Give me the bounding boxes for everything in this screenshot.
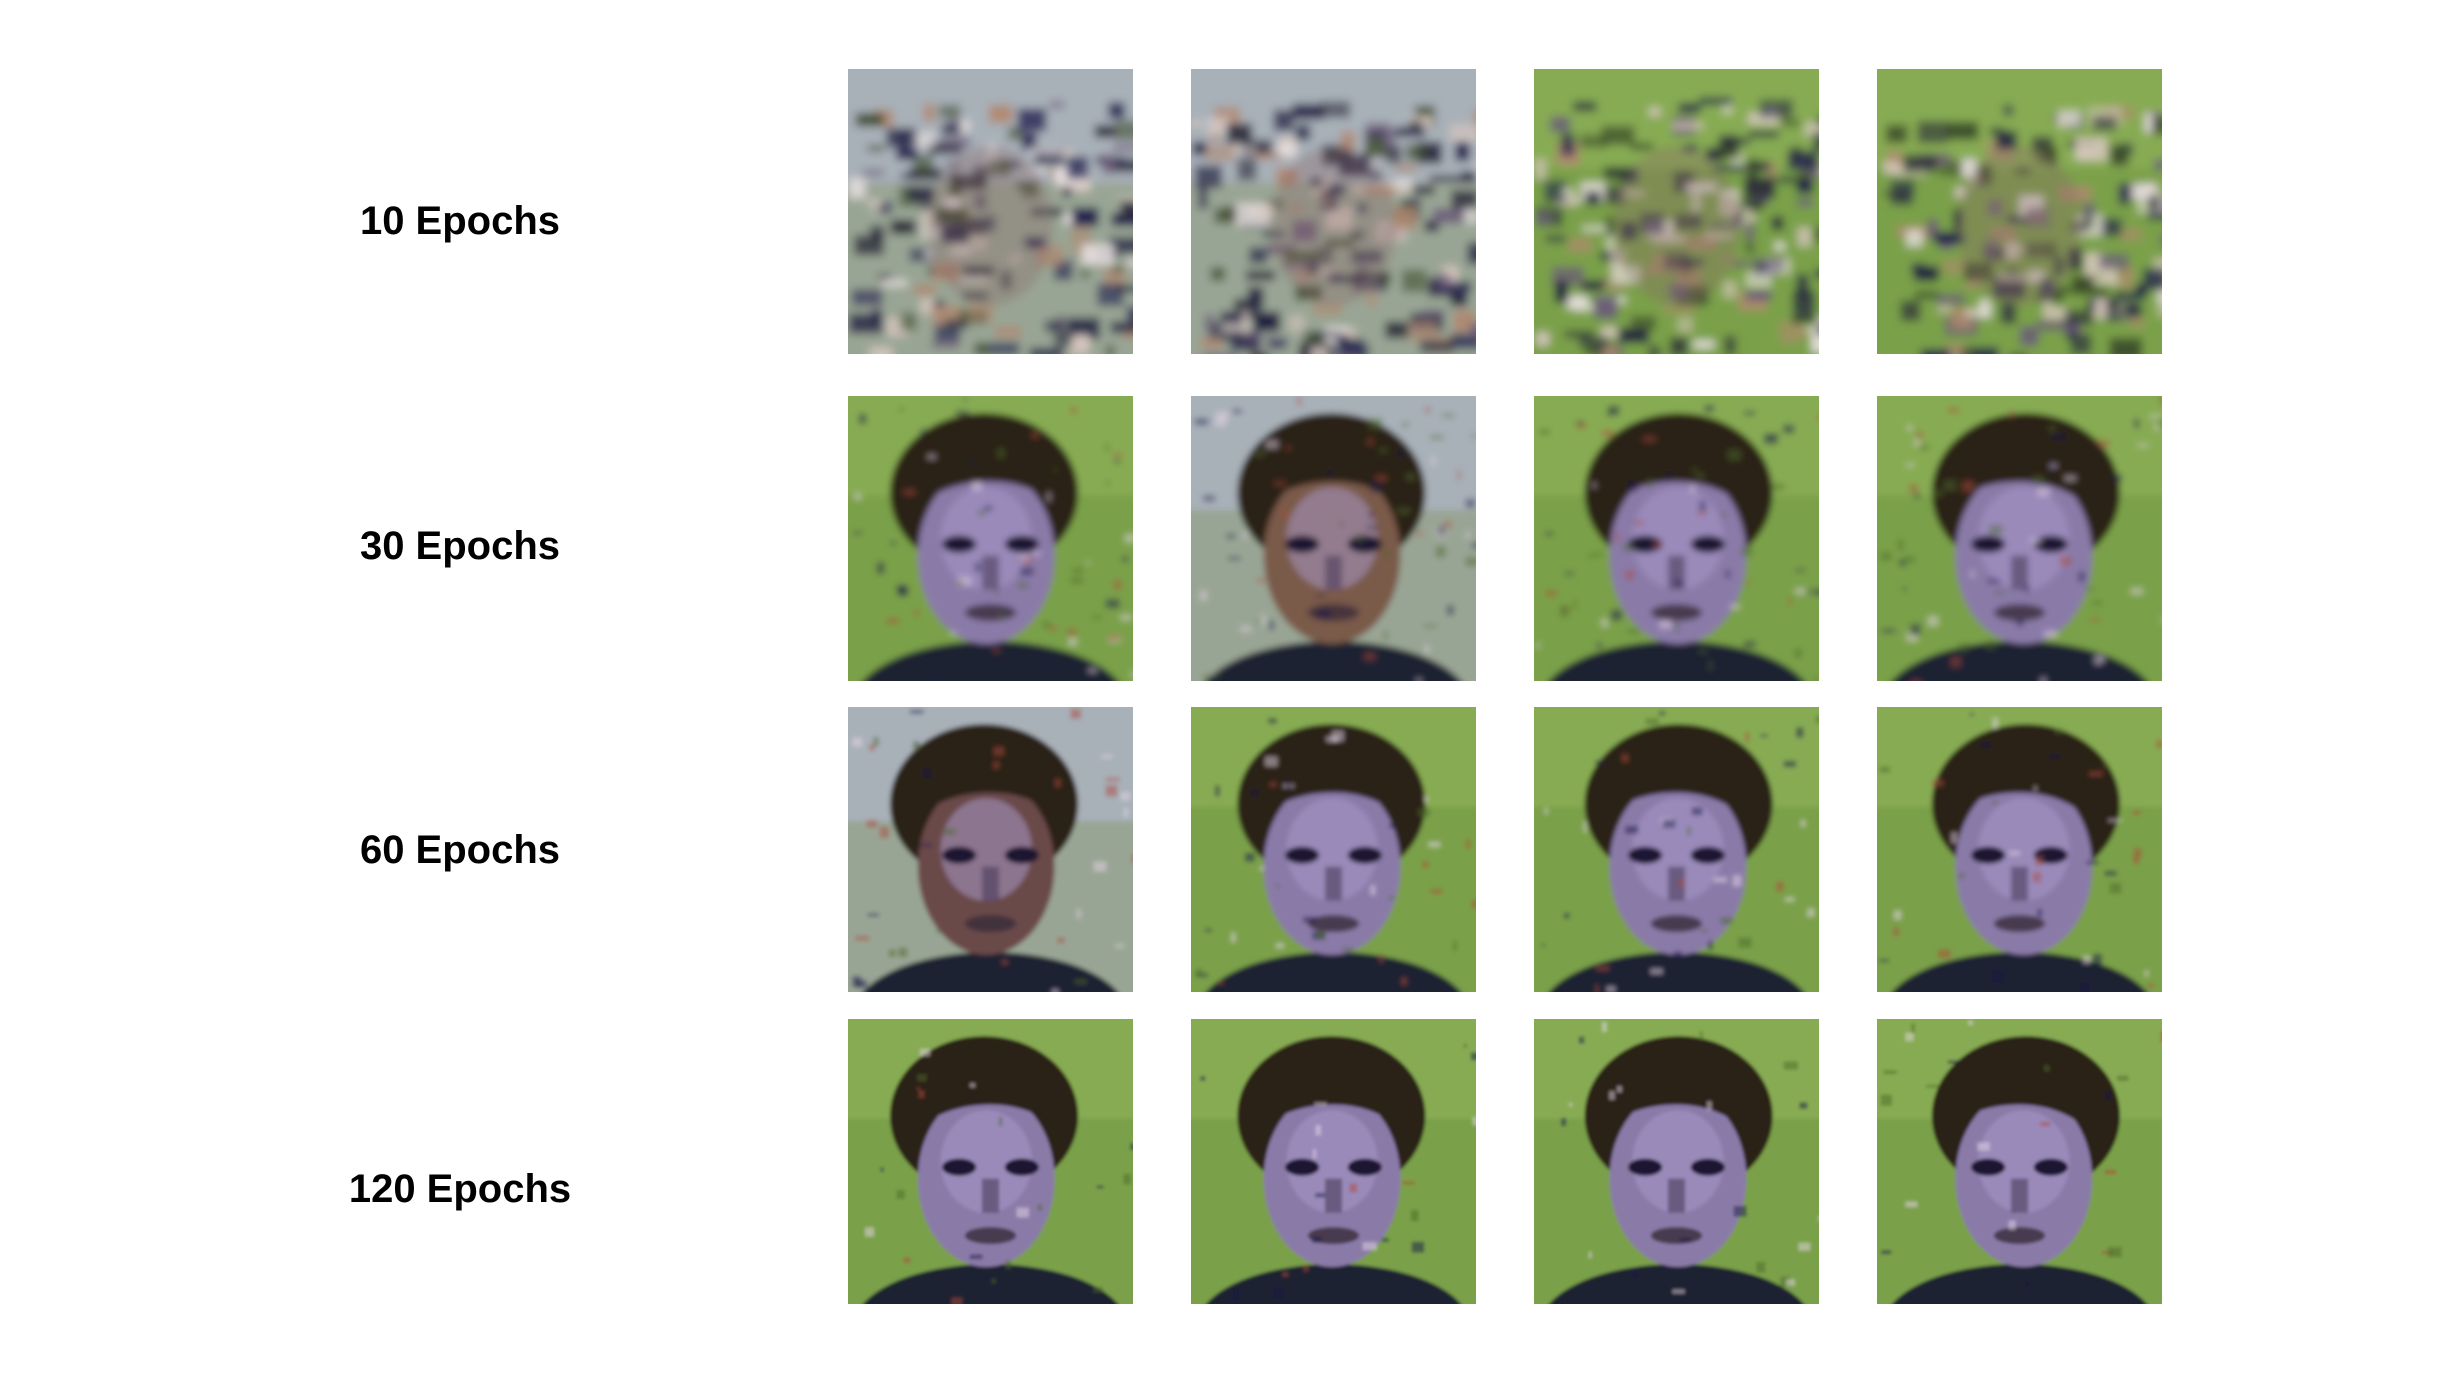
row-label-120-epochs: 120 Epochs bbox=[348, 1167, 572, 1211]
generated-face-image bbox=[1877, 396, 2162, 681]
generated-face-image bbox=[848, 707, 1133, 992]
generated-face-image bbox=[848, 1019, 1133, 1304]
row-label-10-epochs: 10 Epochs bbox=[359, 199, 561, 243]
generated-face-image bbox=[1191, 707, 1476, 992]
generated-face-image bbox=[848, 69, 1133, 354]
generated-face-image bbox=[1534, 69, 1819, 354]
generated-face-image bbox=[1877, 69, 2162, 354]
generated-face-image bbox=[1191, 69, 1476, 354]
row-label-30-epochs: 30 Epochs bbox=[359, 524, 561, 568]
generated-face-image bbox=[1191, 396, 1476, 681]
generated-face-image bbox=[1877, 707, 2162, 992]
generated-face-image bbox=[1534, 396, 1819, 681]
generated-face-image bbox=[1877, 1019, 2162, 1304]
generated-face-image bbox=[1534, 707, 1819, 992]
row-label-60-epochs: 60 Epochs bbox=[359, 828, 561, 872]
generated-face-image bbox=[1534, 1019, 1819, 1304]
generated-face-image bbox=[1191, 1019, 1476, 1304]
generated-face-image bbox=[848, 396, 1133, 681]
